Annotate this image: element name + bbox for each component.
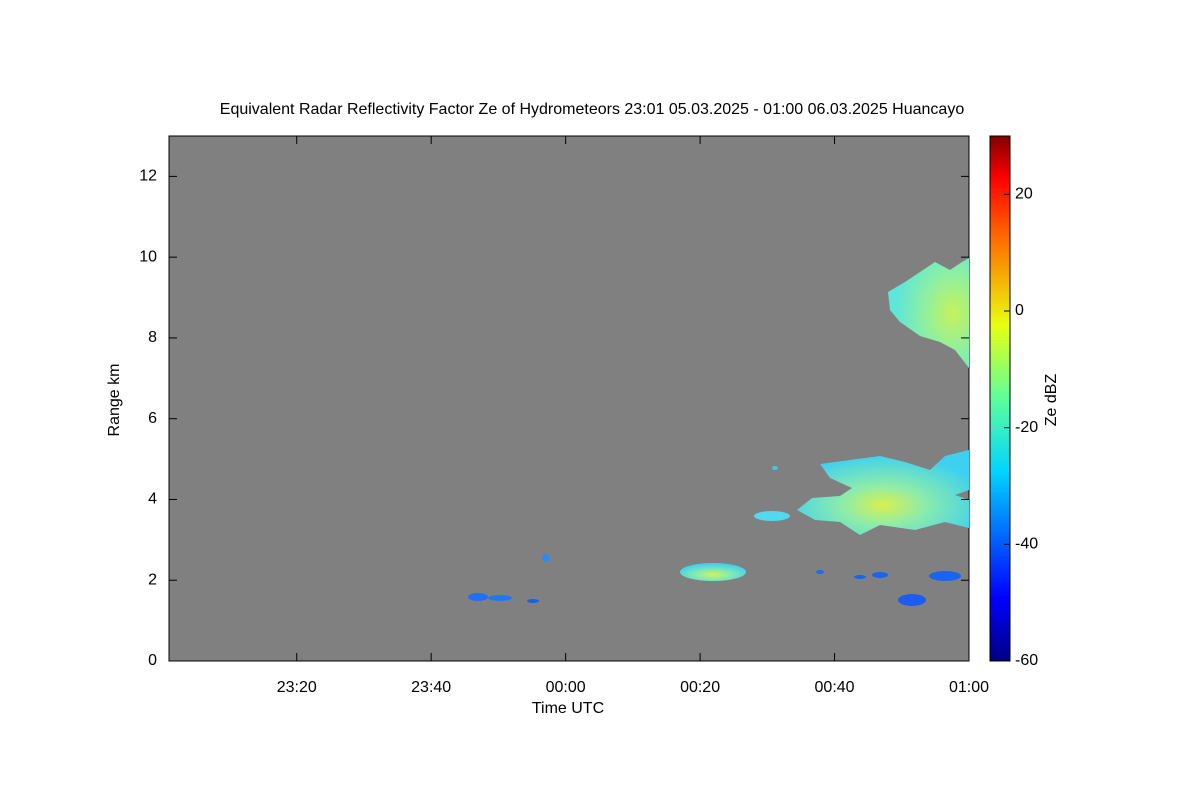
echo: [854, 575, 866, 579]
y-tick-label: 10: [139, 248, 157, 265]
echo: [542, 554, 550, 562]
colorbar-tick-label: 20: [1015, 186, 1033, 203]
x-tick-label: 23:20: [277, 679, 317, 696]
plot-area: [168, 135, 970, 662]
echo: [468, 593, 488, 601]
x-tick-label: 01:00: [949, 679, 989, 696]
y-tick-label: 8: [148, 329, 157, 346]
y-tick-label: 2: [148, 571, 157, 588]
echo: [929, 571, 961, 581]
echo: [898, 594, 926, 606]
colorbar-tick-label: -20: [1015, 419, 1038, 436]
y-tick-label: 4: [148, 491, 157, 508]
colorbar-tick-label: -40: [1015, 536, 1038, 553]
y-tick-label: 6: [148, 410, 157, 427]
x-tick-label: 00:40: [815, 679, 855, 696]
x-tick-label: 00:20: [680, 679, 720, 696]
echo: [872, 572, 888, 578]
x-tick-label: 23:40: [411, 679, 451, 696]
colorbar-tick-label: -60: [1015, 652, 1038, 669]
colorbar-tick-label: 0: [1015, 302, 1024, 319]
radar-echoes: [468, 258, 969, 606]
echo: [888, 258, 969, 368]
echo: [816, 570, 824, 574]
echo: [772, 466, 778, 470]
x-tick-label: 00:00: [546, 679, 586, 696]
echo: [488, 595, 512, 601]
colorbar-label: Ze dBZ: [1043, 374, 1060, 427]
echo: [797, 450, 969, 535]
echo: [754, 511, 790, 521]
colorbar: [989, 135, 1011, 662]
echo: [527, 599, 539, 603]
echo: [680, 563, 746, 581]
y-tick-label: 0: [148, 652, 157, 669]
x-axis-label: Time UTC: [532, 700, 604, 717]
y-tick-label: 12: [139, 168, 157, 185]
y-axis-label: Range km: [106, 364, 123, 437]
chart-title: Equivalent Radar Reflectivity Factor Ze …: [220, 101, 965, 118]
